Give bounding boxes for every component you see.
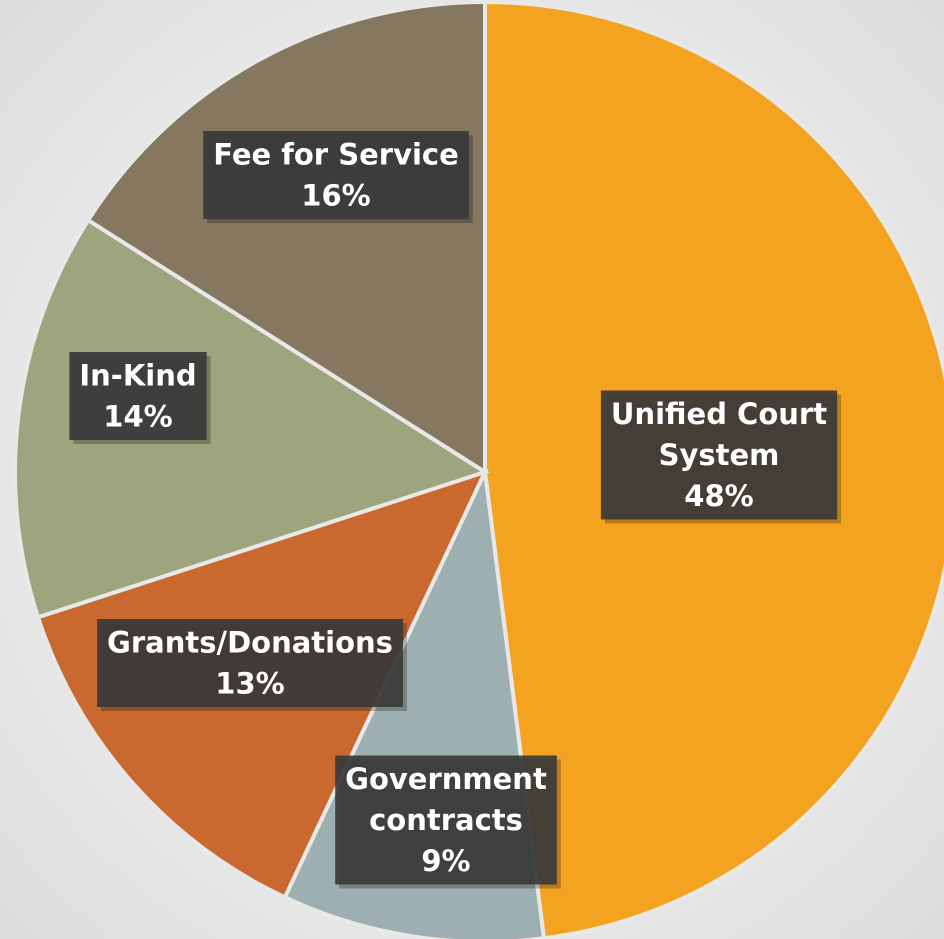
- data-label-percent: 16%: [301, 179, 370, 213]
- pie-slice-4: [85, 0, 487, 476]
- data-label-box: [335, 755, 557, 885]
- data-label-text: Unified Court: [611, 397, 827, 431]
- data-label-text: Fee for Service: [213, 138, 459, 172]
- data-label-box: [69, 352, 207, 440]
- data-label-text: Grants/Donations: [107, 626, 393, 660]
- data-label-3: In-Kind 14%: [69, 352, 211, 444]
- data-label-box: [97, 619, 403, 707]
- data-label-percent: 9%: [421, 844, 470, 878]
- data-label-4: Fee for Service 16%: [203, 131, 473, 223]
- pie-slice-3: [13, 217, 490, 620]
- data-label-box: [203, 131, 469, 219]
- data-label-percent: 14%: [103, 400, 172, 434]
- data-label-text: Government: [345, 762, 547, 796]
- labels-layer: Unified Court System 48% Government contract…: [69, 131, 842, 889]
- data-label-percent: 13%: [215, 667, 284, 701]
- data-label-text: System: [659, 438, 780, 472]
- data-label-percent: 48%: [684, 479, 753, 513]
- data-label-0: Unified Court System 48%: [600, 390, 842, 524]
- data-label-1: Government contracts 9%: [335, 755, 561, 889]
- data-label-text: contracts: [369, 803, 523, 837]
- data-label-text: In-Kind: [79, 359, 196, 393]
- data-label-box: [600, 390, 838, 520]
- data-label-2: Grants/Donations 13%: [97, 619, 407, 711]
